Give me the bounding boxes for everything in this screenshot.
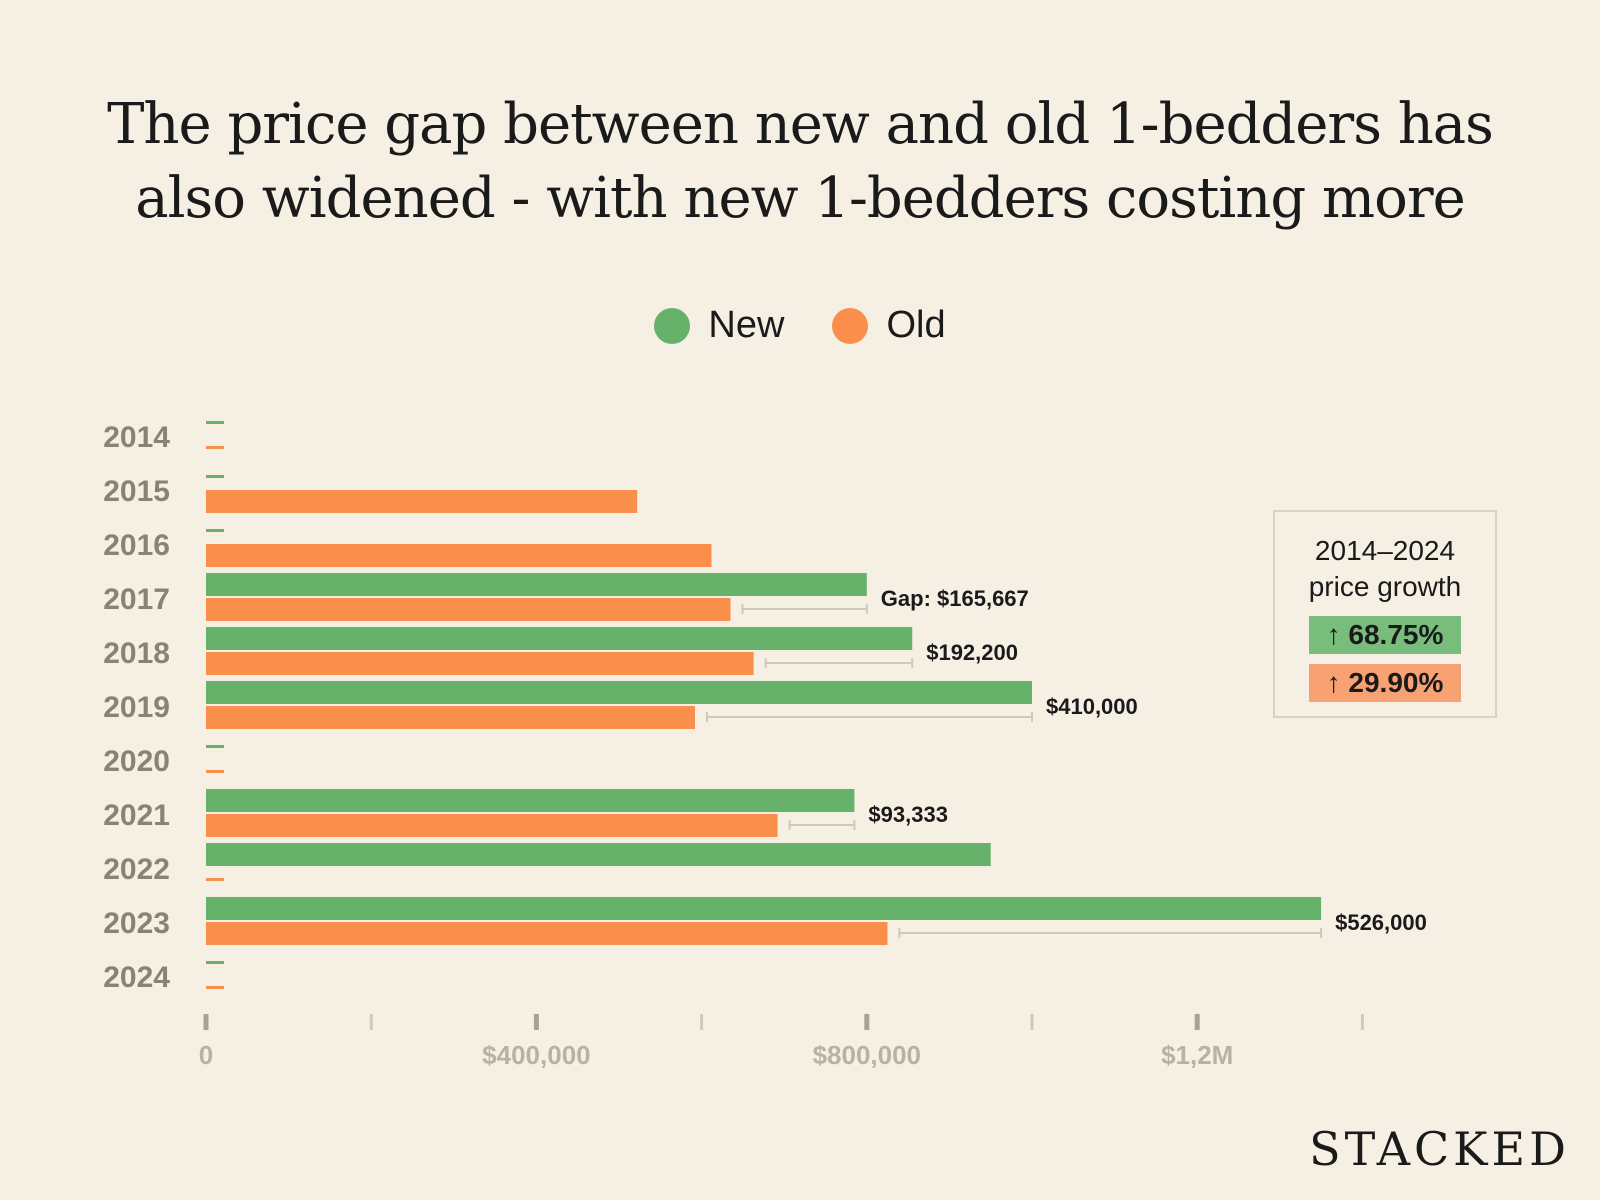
x-tick (203, 1014, 209, 1030)
gap-label-2021: $93,333 (868, 802, 948, 827)
chart-title-line-2: also widened - with new 1-bedders costin… (135, 166, 1465, 231)
bar-old-empty-2014 (206, 446, 224, 449)
x-tick-label: 0 (199, 1040, 213, 1070)
gap-label-2019: $410,000 (1046, 694, 1138, 719)
gap-label-2023: $526,000 (1335, 910, 1427, 935)
gap-label-2018: $192,200 (926, 640, 1018, 665)
legend-item-new: New (654, 304, 784, 347)
x-tick (533, 1014, 539, 1030)
chart-title: The price gap between new and old 1-bedd… (0, 88, 1600, 236)
x-tick-label: $1,2M (1161, 1040, 1233, 1070)
bar-new-2017 (206, 573, 867, 596)
x-tick (1194, 1014, 1200, 1030)
year-label: 2016 (103, 529, 170, 562)
bar-new-empty-2014 (206, 421, 224, 424)
year-label: 2014 (103, 421, 170, 454)
bar-old-2015 (206, 490, 638, 513)
bar-old-empty-2022 (206, 878, 224, 881)
year-label: 2018 (103, 637, 170, 670)
bar-old-2018 (206, 652, 754, 675)
year-label: 2022 (103, 853, 170, 886)
x-tick (864, 1014, 870, 1030)
bar-new-2022 (206, 843, 991, 866)
legend: New Old (0, 304, 1600, 347)
legend-label-old: Old (886, 304, 946, 346)
legend-dot-old (832, 307, 869, 344)
x-tick-label: $400,000 (482, 1040, 590, 1070)
x-tick (700, 1014, 704, 1030)
legend-dot-new (654, 307, 691, 344)
growth-badge-new: ↑ 68.75% (1309, 616, 1461, 654)
bar-old-2017 (206, 598, 731, 621)
bar-old-2019 (206, 706, 695, 729)
bar-new-empty-2016 (206, 529, 224, 532)
gap-label-2017: Gap: $165,667 (881, 586, 1029, 611)
year-label: 2020 (103, 745, 170, 778)
bar-new-2023 (206, 897, 1322, 920)
bar-old-2016 (206, 544, 712, 567)
growth-label: price growth (1308, 571, 1462, 602)
chart-title-line-1: The price gap between new and old 1-bedd… (107, 92, 1494, 157)
bar-old-empty-2024 (206, 986, 224, 989)
growth-period: 2014–2024 (1314, 535, 1456, 566)
year-label: 2017 (103, 583, 170, 616)
brand-logo: STACKED (1309, 1122, 1570, 1176)
bar-new-2018 (206, 627, 913, 650)
year-label: 2023 (103, 907, 170, 940)
x-tick (369, 1014, 373, 1030)
year-label: 2021 (103, 799, 170, 832)
bar-new-2021 (206, 789, 855, 812)
bar-old-2023 (206, 922, 888, 945)
bar-new-empty-2024 (206, 961, 224, 964)
bar-new-empty-2020 (206, 745, 224, 748)
year-label: 2015 (103, 475, 170, 508)
legend-label-new: New (708, 304, 785, 346)
x-tick (1030, 1014, 1034, 1030)
legend-item-old: Old (832, 304, 946, 347)
year-label: 2024 (103, 961, 170, 994)
growth-box: 2014–2024 price growth ↑ 68.75% ↑ 29.90% (1273, 510, 1497, 718)
bar-old-empty-2020 (206, 770, 224, 773)
bar-new-empty-2015 (206, 475, 224, 478)
x-tick-label: $800,000 (813, 1040, 921, 1070)
growth-badge-old: ↑ 29.90% (1309, 664, 1461, 702)
bar-old-2021 (206, 814, 778, 837)
year-label: 2019 (103, 691, 170, 724)
bar-new-2019 (206, 681, 1032, 704)
x-tick (1360, 1014, 1364, 1030)
